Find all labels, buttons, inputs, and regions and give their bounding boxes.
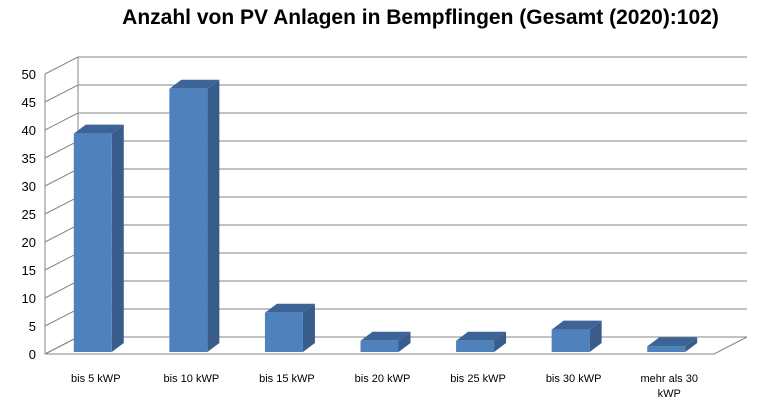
x-tick-label: mehr als 30 kWP: [640, 373, 697, 400]
y-tick-label: 5: [29, 319, 36, 334]
bar-side: [494, 331, 507, 352]
bar-top: [360, 331, 411, 341]
gridline: [44, 56, 747, 75]
bar-front: [264, 312, 303, 352]
bar-front: [647, 346, 686, 352]
x-tick-label: bis 15 kWP: [259, 373, 315, 385]
x-tick-label: bis 20 kWP: [355, 373, 411, 385]
y-tick-label: 10: [22, 291, 36, 306]
bar: [264, 303, 315, 352]
gridline: [44, 112, 747, 131]
x-axis-tick-labels: bis 5 kWP bis 10 kWP bis 15 kWP bis 20 kWP b…: [71, 373, 698, 400]
y-tick-label: 0: [29, 347, 36, 362]
bar: [73, 124, 124, 352]
bar-side: [302, 303, 315, 352]
chart-floor: [44, 336, 748, 355]
y-tick-label: 35: [22, 151, 36, 166]
bar: [647, 337, 698, 352]
gridline: [44, 280, 747, 299]
bar: [456, 331, 507, 352]
x-tick-label: bis 25 kWP: [450, 373, 506, 385]
bar-side: [589, 320, 602, 352]
bars: [73, 79, 698, 353]
bar-top: [264, 303, 315, 313]
gridline: [44, 84, 747, 103]
bar: [551, 320, 602, 352]
bar-front: [456, 340, 495, 352]
bar-top: [647, 337, 698, 347]
y-tick-label: 25: [22, 207, 36, 222]
x-tick-label: bis 30 kWP: [546, 373, 602, 385]
gridline: [44, 224, 747, 243]
bar-top: [456, 331, 507, 341]
bar-side: [111, 124, 124, 352]
bar-top: [73, 124, 124, 134]
gridline: [44, 140, 747, 159]
chart-title: Anzahl von PV Anlagen in Bempflingen (Ge…: [122, 6, 719, 29]
y-tick-label: 30: [22, 179, 36, 194]
bar: [169, 79, 220, 353]
bar-front: [360, 340, 399, 352]
bar-front: [551, 329, 590, 352]
y-axis-tick-labels: 0 5 10 15 20 25 30 35 40 45 50: [22, 67, 36, 362]
grid-lines: [44, 56, 748, 355]
gridline: [44, 168, 747, 187]
x-tick-label: bis 10 kWP: [164, 373, 220, 385]
bar-top: [169, 79, 220, 89]
bar-top: [551, 320, 602, 330]
bar-front: [73, 133, 112, 352]
bar-side: [207, 79, 220, 353]
gridline: [44, 196, 747, 215]
y-tick-label: 20: [22, 235, 36, 250]
bar-side: [685, 337, 698, 352]
gridline: [44, 252, 747, 271]
gridline: [44, 308, 747, 327]
y-tick-label: 50: [22, 67, 36, 82]
y-tick-label: 45: [22, 95, 36, 110]
bar: [360, 331, 411, 352]
bar-front: [169, 88, 208, 353]
bar-side: [398, 331, 411, 352]
y-tick-label: 15: [22, 263, 36, 278]
y-tick-label: 40: [22, 123, 36, 138]
x-tick-label: bis 5 kWP: [71, 373, 121, 385]
